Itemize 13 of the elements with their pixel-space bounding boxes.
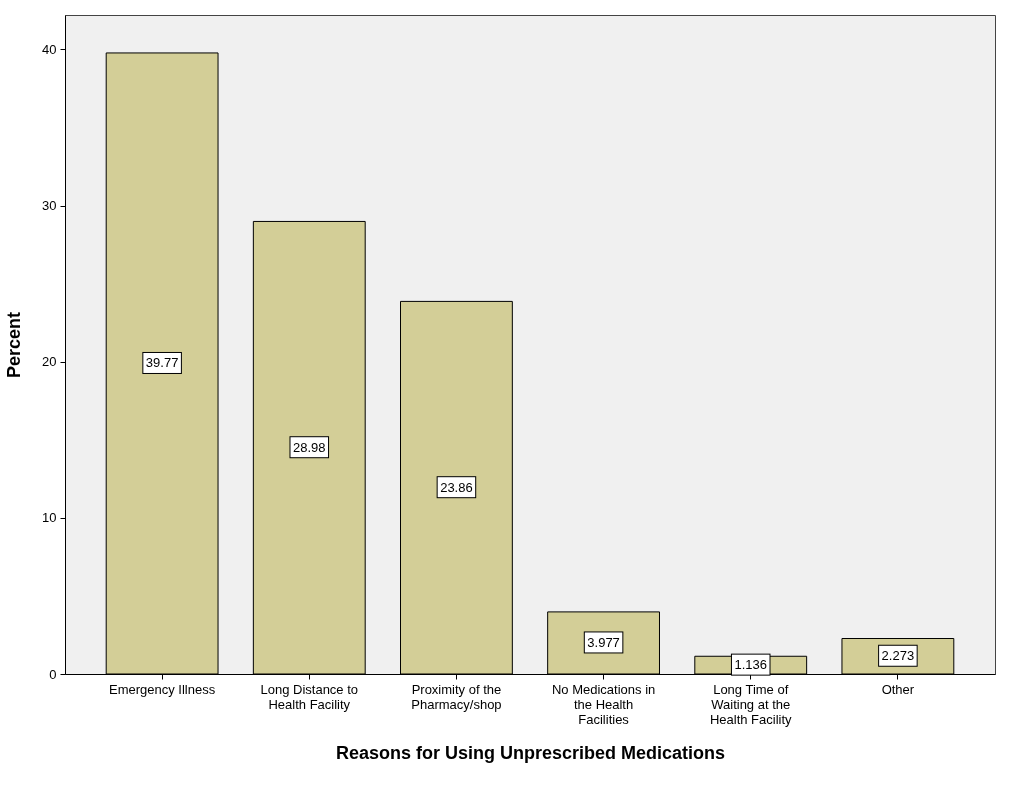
y-axis-title: Percent — [4, 311, 25, 379]
y-tick-label: 10 — [42, 510, 57, 526]
y-tick-label: 20 — [42, 354, 57, 370]
x-tick-label: Long Distance to Health Facility — [260, 681, 359, 712]
x-tick-label: Proximity of the Pharmacy/shop — [411, 681, 502, 712]
x-tick-label: Long Time of Waiting at the Health Facility — [709, 681, 793, 727]
x-tick-label: Emergency Illness — [109, 681, 216, 697]
y-tick-label: 0 — [49, 666, 57, 682]
x-axis-title: Reasons for Using Unprescribed Medications — [335, 742, 726, 763]
x-tick-label: No Medications in the Health Facilities — [551, 681, 656, 727]
y-tick-label: 40 — [42, 41, 57, 57]
y-tick-label: 30 — [42, 198, 57, 214]
x-tick-label: Other — [881, 681, 915, 697]
